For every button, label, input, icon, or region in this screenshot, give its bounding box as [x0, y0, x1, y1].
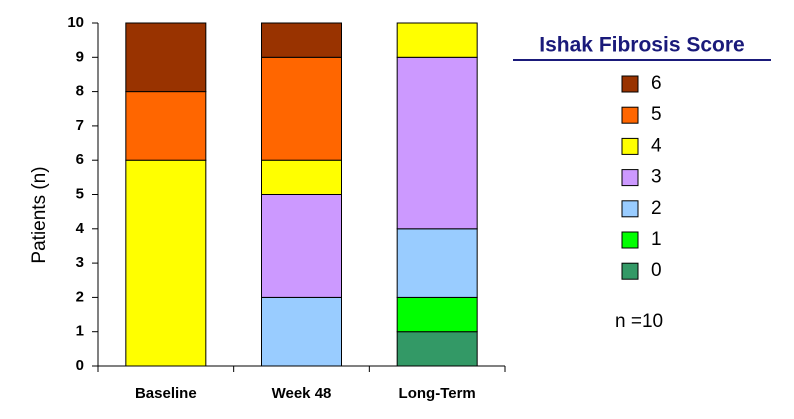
bar-segment — [261, 159, 342, 195]
legend-swatch — [621, 75, 639, 93]
bar-segment — [261, 296, 342, 367]
y-tick-label: 7 — [76, 117, 84, 134]
bar-segment — [125, 91, 207, 161]
bar-segment — [396, 228, 478, 298]
x-tick-label: Baseline — [135, 385, 197, 402]
legend-label: 3 — [651, 167, 662, 188]
legend-title: Ishak Fibrosis Score — [539, 34, 744, 57]
bar-segment — [125, 159, 207, 367]
x-tick-label: Week 48 — [272, 385, 332, 402]
bar-segment — [261, 194, 342, 298]
y-tick-label: 6 — [76, 151, 84, 168]
y-axis-label: Patients (n) — [29, 166, 50, 263]
bar-segment — [261, 22, 342, 58]
bar-segment — [261, 56, 342, 161]
bar-segment — [396, 56, 478, 230]
legend-swatch — [621, 231, 639, 249]
bar-segment — [396, 22, 478, 58]
legend-label: 4 — [651, 135, 662, 156]
legend-swatch — [621, 169, 639, 187]
legend-swatch — [621, 106, 639, 124]
legend-swatch — [621, 200, 639, 218]
y-tick-label: 3 — [76, 254, 84, 271]
legend-label: 5 — [651, 104, 662, 125]
bar-segment — [396, 296, 478, 333]
y-tick-label: 4 — [76, 220, 85, 237]
y-tick-label: 2 — [76, 288, 84, 305]
legend-label: 1 — [651, 229, 662, 250]
y-tick-label: 9 — [76, 48, 84, 65]
legend-label: 2 — [651, 198, 662, 219]
y-tick-label: 8 — [76, 83, 84, 100]
y-tick-label: 10 — [67, 14, 84, 31]
bar-segment — [125, 22, 207, 93]
x-tick-label: Long-Term — [399, 385, 476, 402]
y-tick-label: 0 — [76, 357, 84, 374]
legend-swatch — [621, 137, 639, 155]
annotation: n =10 — [615, 311, 663, 332]
bar-segment — [396, 331, 478, 367]
y-tick-label: 5 — [76, 185, 84, 202]
legend-label: 6 — [651, 73, 662, 94]
y-tick-label: 1 — [76, 323, 84, 340]
legend-label: 0 — [651, 260, 662, 281]
legend-swatch — [621, 262, 639, 280]
